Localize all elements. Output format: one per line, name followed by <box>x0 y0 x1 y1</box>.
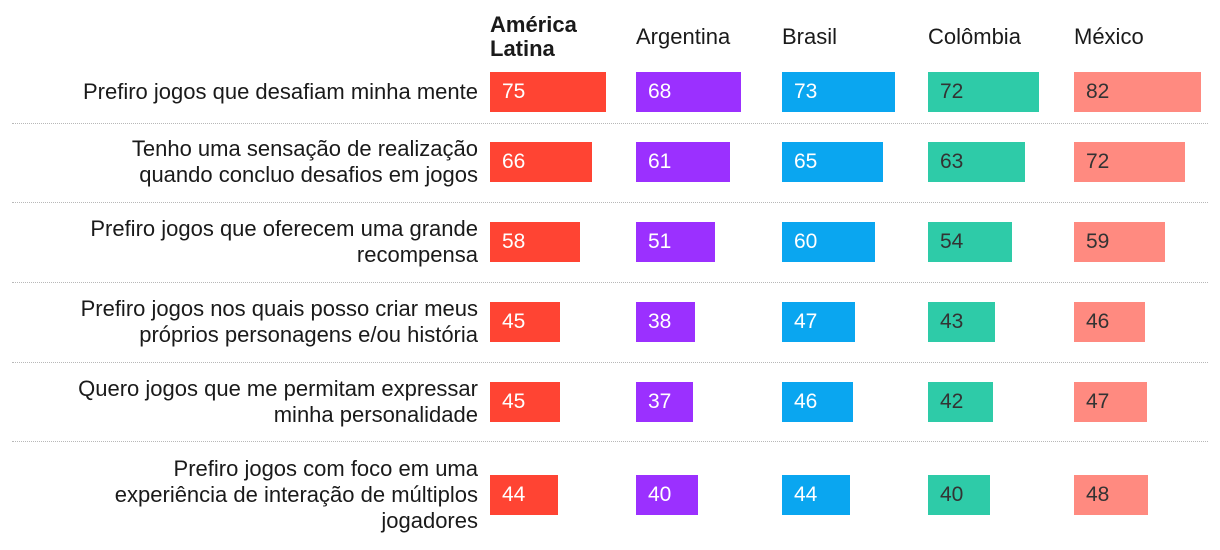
bar-value-label: 48 <box>1086 483 1110 506</box>
column-header: Argentina <box>636 24 731 49</box>
bar <box>782 302 855 342</box>
bar-value-label: 63 <box>940 150 964 173</box>
bar-value-label: 40 <box>940 483 964 506</box>
bar-value-label: 61 <box>648 150 672 173</box>
bar-value-label: 40 <box>648 483 672 506</box>
bar <box>928 222 1012 262</box>
row-label: Prefiro jogos que oferecem uma grande re… <box>90 216 478 267</box>
bar-value-label: 60 <box>794 230 818 253</box>
bar-value-label: 43 <box>940 310 964 333</box>
bar <box>782 475 850 515</box>
bar-value-label: 44 <box>502 483 526 506</box>
bar-value-label: 46 <box>1086 310 1110 333</box>
bar <box>928 142 1025 182</box>
bar-value-label: 47 <box>1086 390 1110 413</box>
bar <box>490 222 580 262</box>
row-separator <box>12 441 1208 442</box>
bar <box>636 382 693 422</box>
bar <box>636 222 715 262</box>
bar <box>1074 302 1145 342</box>
bar <box>490 382 560 422</box>
bar-value-label: 73 <box>794 80 818 103</box>
bar <box>782 382 853 422</box>
bar-value-label: 45 <box>502 310 526 333</box>
bar <box>490 142 592 182</box>
bar-value-label: 82 <box>1086 80 1110 103</box>
bar <box>1074 382 1147 422</box>
column-header: América Latina <box>490 12 577 61</box>
bar-value-label: 68 <box>648 80 672 103</box>
row-label: Quero jogos que me permitam expressar mi… <box>78 376 478 427</box>
bar <box>1074 222 1165 262</box>
bar <box>636 72 741 112</box>
bar-value-label: 65 <box>794 150 818 173</box>
bar <box>782 222 875 262</box>
bar-value-label: 58 <box>502 230 526 253</box>
bar <box>782 72 895 112</box>
bar-value-label: 46 <box>794 390 818 413</box>
row-separator <box>12 123 1208 124</box>
bar <box>928 72 1039 112</box>
bar-value-label: 72 <box>940 80 964 103</box>
column-header: Colômbia <box>928 24 1021 49</box>
bar-value-label: 45 <box>502 390 526 413</box>
bar <box>636 142 730 182</box>
bar-value-label: 66 <box>502 150 526 173</box>
bar <box>490 72 606 112</box>
row-label: Prefiro jogos nos quais posso criar meus… <box>80 296 478 347</box>
row-separator <box>12 202 1208 203</box>
bar <box>1074 72 1201 112</box>
bar <box>1074 475 1148 515</box>
row-separator <box>12 362 1208 363</box>
bar <box>928 475 990 515</box>
bar-value-label: 59 <box>1086 230 1110 253</box>
bar-value-label: 44 <box>794 483 818 506</box>
bar <box>928 382 993 422</box>
bar <box>636 302 695 342</box>
bar <box>636 475 698 515</box>
bar-value-label: 54 <box>940 230 964 253</box>
bar-value-label: 51 <box>648 230 672 253</box>
column-header: Brasil <box>782 24 838 49</box>
bar <box>490 302 560 342</box>
row-label: Prefiro jogos que desafiam minha mente <box>83 79 478 104</box>
bar-value-label: 37 <box>648 390 672 413</box>
bar-value-label: 47 <box>794 310 818 333</box>
row-label: Tenho uma sensação de realização quando … <box>131 136 478 187</box>
bar-value-label: 72 <box>1086 150 1110 173</box>
row-separator <box>12 282 1208 283</box>
bar-value-label: 42 <box>940 390 964 413</box>
bar <box>928 302 995 342</box>
bar-value-label: 38 <box>648 310 672 333</box>
bar <box>1074 142 1185 182</box>
bar-value-label: 75 <box>502 80 526 103</box>
row-label: Prefiro jogos com foco em uma experiênci… <box>114 456 478 533</box>
bar <box>782 142 883 182</box>
column-header: México <box>1074 24 1144 49</box>
bar <box>490 475 558 515</box>
